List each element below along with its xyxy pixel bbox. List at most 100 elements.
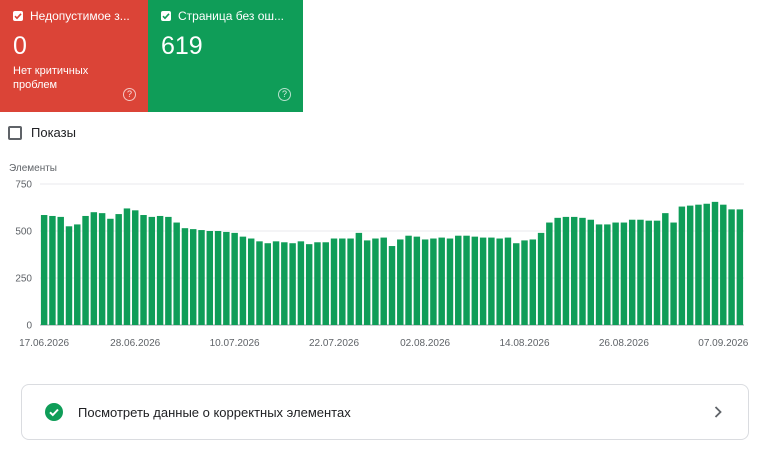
chart-bar[interactable] [488, 237, 495, 325]
chart-bar[interactable] [421, 239, 429, 325]
chart-bar[interactable] [355, 232, 363, 325]
chart-bar[interactable] [65, 226, 73, 325]
chart-bar[interactable] [695, 204, 702, 325]
chart-bar[interactable] [670, 222, 677, 325]
chart-bar[interactable] [455, 235, 462, 325]
chart-bar[interactable] [347, 238, 354, 325]
chart-bar[interactable] [297, 241, 305, 325]
chart-bar[interactable] [330, 238, 338, 325]
chart-bar[interactable] [148, 216, 156, 325]
chart-bar[interactable] [637, 219, 644, 325]
chart-bar[interactable] [595, 224, 603, 325]
chart-bar[interactable] [628, 219, 636, 325]
chart-bar[interactable] [504, 237, 512, 325]
y-tick-label: 0 [26, 321, 32, 332]
chart-bar[interactable] [686, 205, 694, 325]
chart-bar[interactable] [107, 218, 114, 325]
chart-bar[interactable] [736, 209, 744, 325]
chart-bar[interactable] [372, 238, 379, 325]
chart-bar[interactable] [612, 222, 619, 325]
chart-bar[interactable] [239, 236, 247, 325]
chart-bar[interactable] [98, 213, 106, 325]
chart-bar[interactable] [322, 242, 329, 325]
chart-bar[interactable] [173, 222, 180, 325]
chart-bar[interactable] [570, 216, 578, 325]
chart-bar[interactable] [430, 238, 437, 325]
chart-bar[interactable] [587, 219, 595, 325]
x-tick-label: 14.08.2026 [499, 338, 549, 349]
chart-bar[interactable] [405, 235, 412, 325]
chart-bar[interactable] [181, 228, 189, 325]
chart-bar[interactable] [140, 215, 147, 325]
chart-bar[interactable] [198, 230, 205, 325]
chart-bar[interactable] [579, 217, 586, 325]
chart-bar[interactable] [645, 220, 652, 325]
chart-bar[interactable] [74, 224, 81, 325]
chart-bar[interactable] [214, 231, 222, 325]
chart-bar[interactable] [206, 231, 214, 325]
chart-bar[interactable] [471, 236, 479, 325]
chart-bar[interactable] [496, 238, 503, 325]
chart-bar[interactable] [562, 216, 570, 325]
view-valid-items-label: Посмотреть данные о корректных элементах [78, 404, 351, 420]
chart-bar[interactable] [281, 242, 288, 325]
chart-bar[interactable] [156, 215, 164, 325]
chart-bar[interactable] [49, 215, 56, 325]
checkbox-checked-icon[interactable] [161, 11, 171, 21]
error-card-title: Недопустимое з... [30, 9, 130, 23]
chart-bar[interactable] [711, 201, 719, 325]
chart-bar[interactable] [554, 217, 561, 325]
chart-bar[interactable] [123, 208, 131, 325]
chart-bar[interactable] [703, 203, 710, 325]
chart-bar[interactable] [537, 232, 545, 325]
chart-bar[interactable] [247, 238, 255, 325]
chart-bar[interactable] [546, 222, 553, 325]
chart-bar[interactable] [264, 243, 271, 325]
chart-bar[interactable] [314, 242, 321, 325]
chart-bar[interactable] [653, 220, 661, 325]
chart-bar[interactable] [662, 213, 669, 325]
chart-bar[interactable] [115, 214, 122, 325]
chart-bar[interactable] [388, 246, 396, 325]
checkbox-empty-icon[interactable] [8, 125, 22, 140]
chart-bar[interactable] [289, 243, 296, 325]
chart-bar[interactable] [231, 232, 238, 325]
chart-bar[interactable] [90, 212, 98, 325]
chart-bar[interactable] [463, 235, 470, 325]
chart-bar[interactable] [620, 222, 628, 325]
chart-bar[interactable] [82, 215, 89, 325]
chart-bar[interactable] [272, 241, 280, 325]
error-card[interactable]: Недопустимое з... 0 Нет критичных пробле… [0, 0, 148, 112]
chart-bar[interactable] [189, 229, 197, 325]
error-card-value: 0 [13, 32, 27, 60]
checkbox-checked-icon[interactable] [13, 11, 23, 21]
chart-bar[interactable] [165, 216, 172, 325]
chart-bar[interactable] [604, 224, 611, 325]
chart-bar[interactable] [305, 244, 313, 325]
question-circle-icon[interactable]: ? [123, 88, 136, 101]
chevron-right-icon[interactable] [713, 404, 723, 420]
chart-bar[interactable] [479, 237, 487, 325]
chart-bar[interactable] [339, 238, 346, 325]
chart-bar[interactable] [57, 216, 64, 325]
valid-card[interactable]: Страница без ош... 619 ? [148, 0, 303, 112]
chart-bar[interactable] [529, 239, 537, 325]
chart-bar[interactable] [397, 239, 404, 325]
chart-bar[interactable] [363, 240, 371, 325]
chart-bar[interactable] [446, 238, 454, 325]
chart-bar[interactable] [678, 206, 686, 325]
chart-bar[interactable] [438, 237, 445, 325]
chart-bar[interactable] [413, 236, 421, 325]
chart-bar[interactable] [513, 243, 520, 325]
chart-bar[interactable] [720, 204, 727, 325]
chart-bar[interactable] [223, 231, 230, 325]
chart-bar[interactable] [380, 237, 387, 325]
chart-bar[interactable] [256, 241, 263, 325]
question-circle-icon[interactable]: ? [278, 88, 291, 101]
impressions-toggle[interactable]: Показы [8, 125, 76, 140]
chart-bar[interactable] [40, 215, 48, 325]
view-valid-items-link[interactable]: Посмотреть данные о корректных элементах [21, 384, 749, 440]
chart-bar[interactable] [132, 210, 139, 325]
chart-bar[interactable] [521, 240, 528, 325]
chart-bar[interactable] [728, 209, 735, 325]
